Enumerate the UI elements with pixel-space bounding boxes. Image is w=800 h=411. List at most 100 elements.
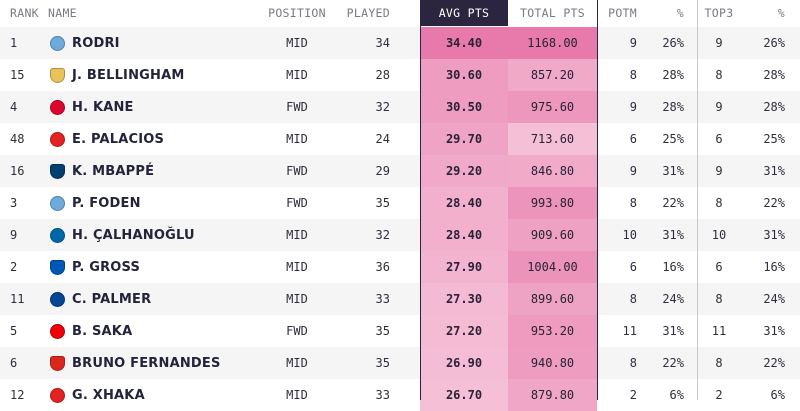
player-total-pts: 975.60	[508, 91, 597, 123]
player-top3-percent: 22%	[763, 196, 785, 210]
player-top3: 11	[711, 324, 727, 338]
table-row[interactable]: 12 G. XHAKA MID 33 26.70 879.80 2 6% 2 6%	[0, 379, 800, 411]
player-name: P. GROSS	[72, 259, 141, 275]
header-played[interactable]: PLAYED	[346, 6, 390, 20]
bayer-leverkusen-crest	[49, 131, 65, 147]
table-row[interactable]: 6 BRUNO FERNANDES MID 35 26.90 940.80 8 22% 8 22%	[0, 347, 800, 379]
column-divider	[597, 0, 598, 400]
player-avg-pts: 29.70	[420, 123, 508, 155]
player-total-pts: 940.80	[508, 347, 597, 379]
player-potm-percent: 26%	[662, 36, 684, 50]
player-rank: 9	[10, 228, 18, 242]
player-played: 36	[375, 260, 390, 274]
club-crest-cell	[48, 379, 66, 411]
player-played: 35	[375, 324, 390, 338]
player-top3: 8	[715, 292, 723, 306]
table-row[interactable]: 3 P. FODEN FWD 35 28.40 993.80 8 22% 8 22%	[0, 187, 800, 219]
player-played: 34	[375, 36, 390, 50]
club-crest-cell	[48, 59, 66, 91]
table-row[interactable]: 1 RODRI MID 34 34.40 1168.00 9 26% 9 26%	[0, 27, 800, 59]
player-avg-pts: 27.90	[420, 251, 508, 283]
player-potm: 10	[622, 228, 637, 242]
club-crest-cell	[48, 187, 66, 219]
player-rank: 5	[10, 324, 18, 338]
player-top3-percent: 31%	[763, 164, 785, 178]
table-row[interactable]: 5 B. SAKA FWD 35 27.20 953.20 11 31% 11 31%	[0, 315, 800, 347]
table-row[interactable]: 15 J. BELLINGHAM MID 28 30.60 857.20 8 28% 8 28%	[0, 59, 800, 91]
player-total-pts: 879.80	[508, 379, 597, 411]
club-crest-cell	[48, 315, 66, 347]
player-top3: 10	[711, 228, 727, 242]
table-row[interactable]: 48 E. PALACIOS MID 24 29.70 713.60 6 25% 6 25%	[0, 123, 800, 155]
player-potm-percent: 16%	[662, 260, 684, 274]
player-potm-percent: 28%	[662, 68, 684, 82]
player-avg-pts: 27.30	[420, 283, 508, 315]
arsenal-crest	[49, 323, 65, 339]
column-divider	[697, 0, 698, 400]
player-name: J. BELLINGHAM	[72, 67, 185, 83]
club-crest-cell	[48, 27, 66, 59]
player-rank: 2	[10, 260, 18, 274]
player-total-pts: 713.60	[508, 123, 597, 155]
table-row[interactable]: 16 K. MBAPPÉ FWD 29 29.20 846.80 9 31% 9 31%	[0, 155, 800, 187]
header-potm[interactable]: POTM	[608, 6, 637, 20]
player-played: 33	[375, 292, 390, 306]
player-top3-percent: 24%	[763, 292, 785, 306]
player-top3-percent: 28%	[763, 100, 785, 114]
player-position: MID	[286, 132, 308, 146]
player-total-pts: 899.60	[508, 283, 597, 315]
player-top3-percent: 6%	[770, 388, 785, 402]
manchester-united-crest	[49, 355, 65, 371]
header-name[interactable]: NAME	[48, 6, 77, 20]
club-crest-cell	[48, 219, 66, 251]
table-row[interactable]: 2 P. GROSS MID 36 27.90 1004.00 6 16% 6 16%	[0, 251, 800, 283]
player-potm: 8	[629, 68, 637, 82]
player-potm-percent: 28%	[662, 100, 684, 114]
player-position: FWD	[286, 164, 308, 178]
player-rank: 1	[10, 36, 18, 50]
player-top3-percent: 31%	[763, 324, 785, 338]
player-avg-pts: 30.60	[420, 59, 508, 91]
player-top3: 8	[715, 68, 723, 82]
player-played: 35	[375, 356, 390, 370]
header-total-pts[interactable]: TOTAL PTS	[519, 6, 585, 20]
header-avg-pts[interactable]: AVG PTS	[420, 0, 508, 26]
player-potm: 9	[629, 164, 637, 178]
player-rank: 16	[10, 164, 25, 178]
table-row[interactable]: 4 H. KANE FWD 32 30.50 975.60 9 28% 9 28%	[0, 91, 800, 123]
club-crest-cell	[48, 91, 66, 123]
player-total-pts: 1004.00	[508, 251, 597, 283]
player-name: E. PALACIOS	[72, 131, 165, 147]
player-top3-percent: 26%	[763, 36, 785, 50]
header-rank[interactable]: RANK	[10, 6, 39, 20]
player-name: BRUNO FERNANDES	[72, 355, 221, 371]
chelsea-crest	[49, 291, 65, 307]
player-potm: 6	[629, 132, 637, 146]
player-name: C. PALMER	[72, 291, 152, 307]
club-crest-cell	[48, 123, 66, 155]
player-position: FWD	[286, 196, 308, 210]
manchester-city-crest	[49, 195, 65, 211]
player-avg-pts: 34.40	[420, 27, 508, 59]
player-potm-percent: 6%	[669, 388, 684, 402]
table-row[interactable]: 9 H. ÇALHANOĞLU MID 32 28.40 909.60 10 31% 10 31%	[0, 219, 800, 251]
player-potm-percent: 31%	[662, 324, 684, 338]
player-top3-percent: 22%	[763, 356, 785, 370]
table-header: RANK NAME POSITION PLAYED AVG PTS TOTAL …	[0, 0, 800, 26]
header-potm-percent[interactable]: %	[676, 6, 684, 20]
player-total-pts: 857.20	[508, 59, 597, 91]
player-played: 33	[375, 388, 390, 402]
header-position[interactable]: POSITION	[268, 6, 326, 20]
player-name: P. FODEN	[72, 195, 141, 211]
player-position: MID	[286, 68, 308, 82]
table-row[interactable]: 11 C. PALMER MID 33 27.30 899.60 8 24% 8 24%	[0, 283, 800, 315]
player-potm-percent: 31%	[662, 164, 684, 178]
player-position: MID	[286, 356, 308, 370]
player-total-pts: 909.60	[508, 219, 597, 251]
header-top3-percent[interactable]: %	[777, 6, 785, 20]
player-top3: 6	[715, 132, 723, 146]
player-total-pts: 993.80	[508, 187, 597, 219]
club-crest-cell	[48, 251, 66, 283]
player-top3: 9	[715, 36, 723, 50]
header-top3[interactable]: TOP3	[704, 6, 734, 20]
